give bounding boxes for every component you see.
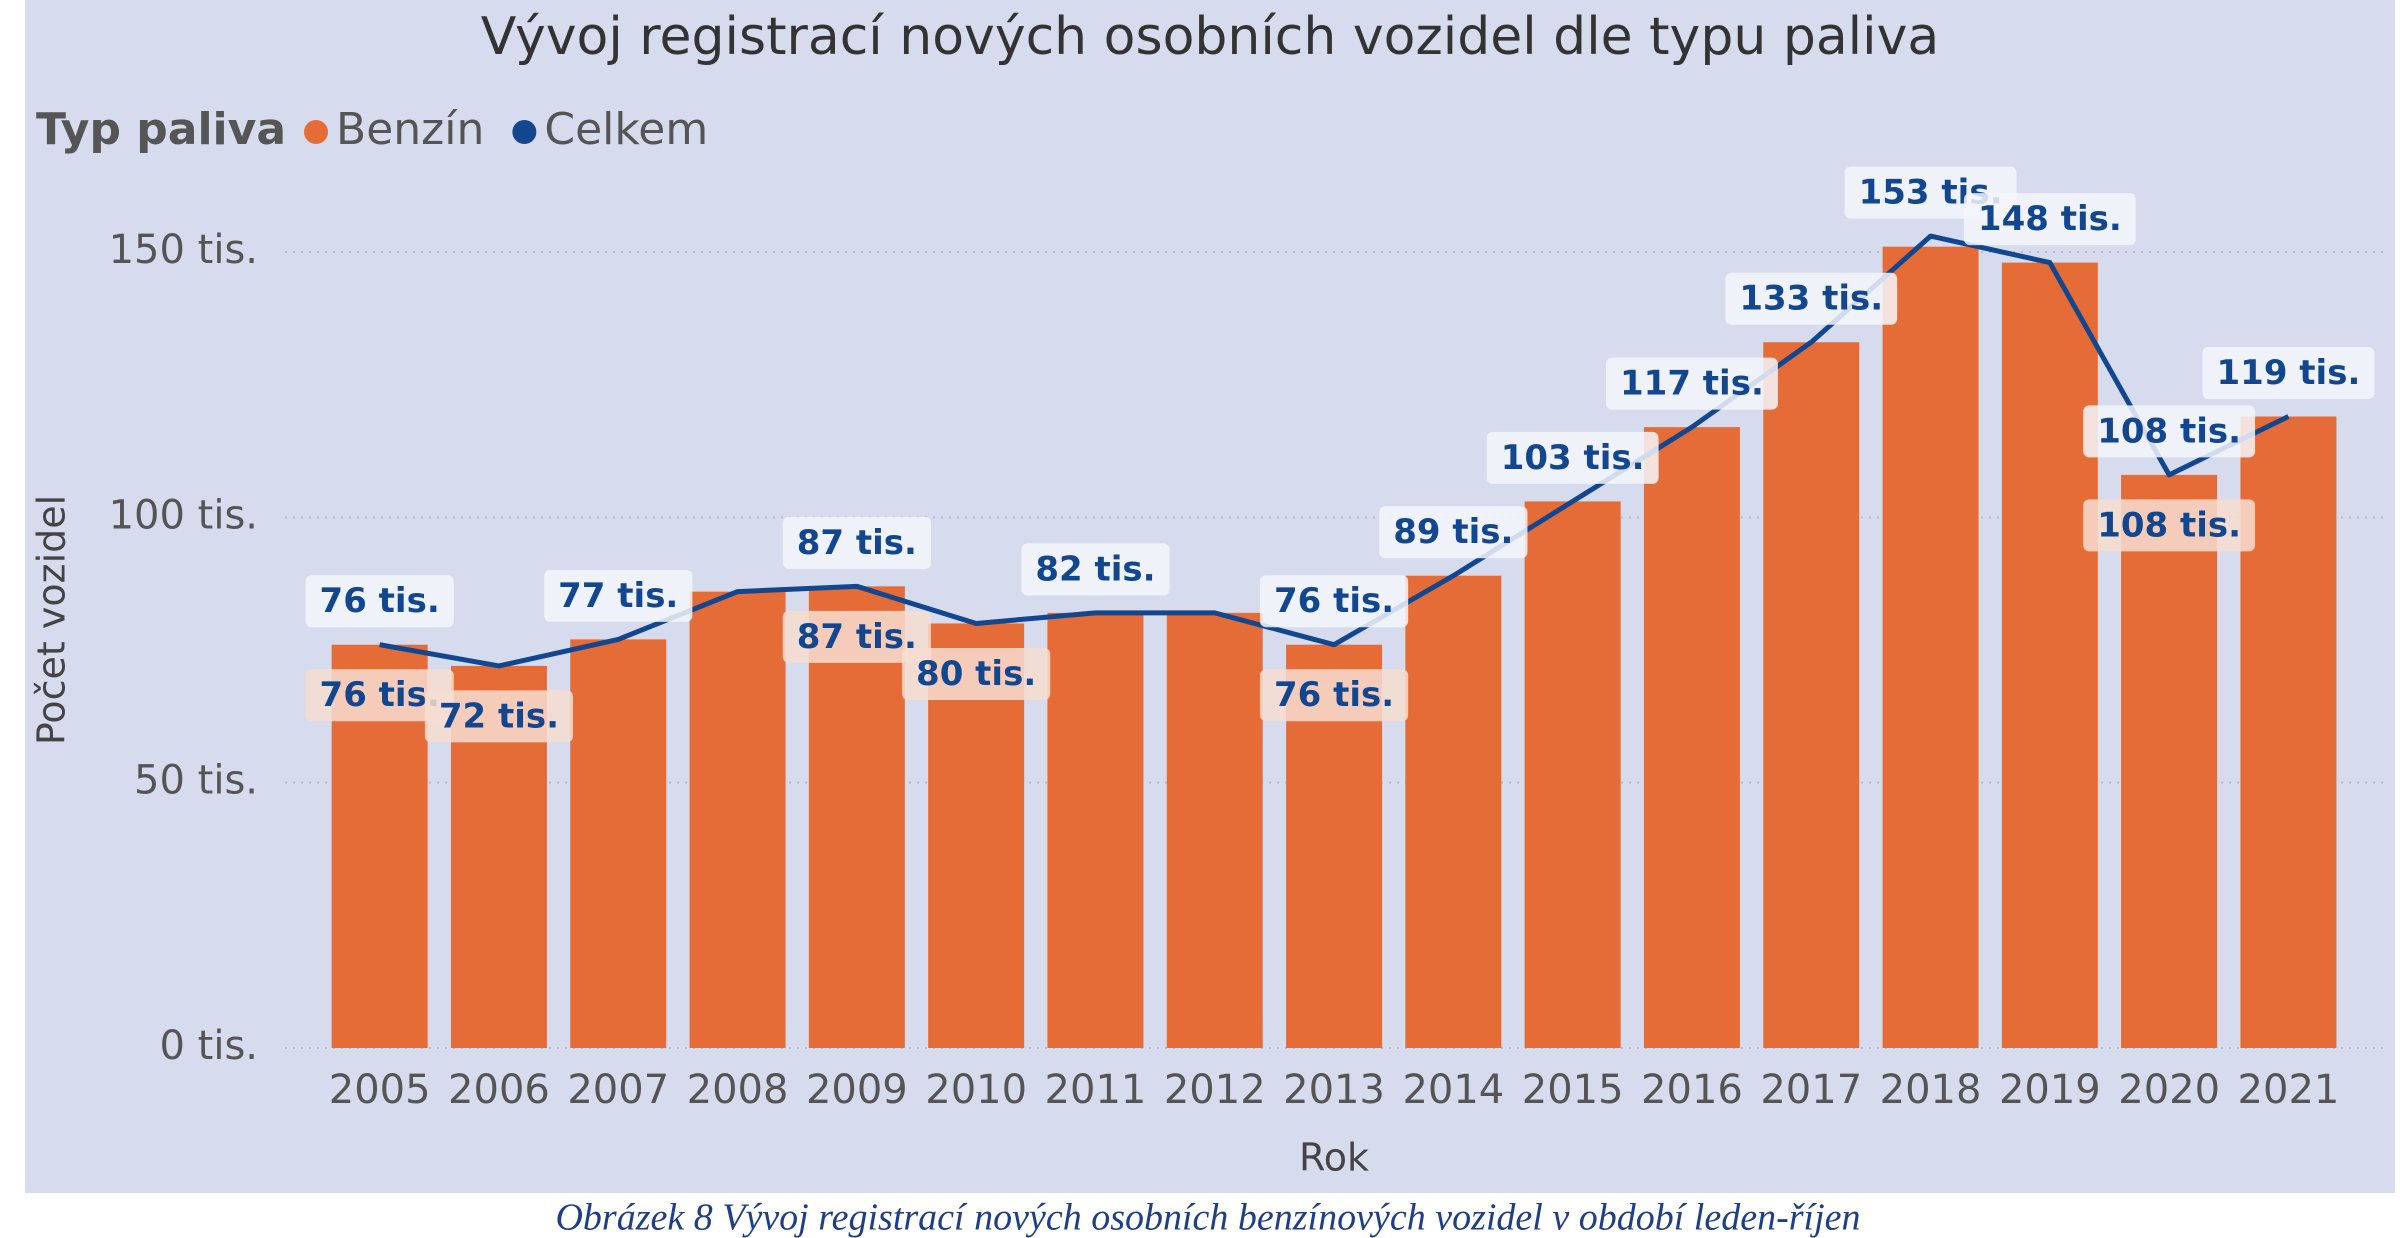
data-label-bg — [1725, 272, 1898, 325]
data-label-group: 133 tis. — [1725, 272, 1898, 325]
data-label-bg — [2083, 405, 2256, 458]
legend-label: Celkem — [544, 104, 708, 155]
data-label: 89 tis. — [1393, 512, 1513, 552]
x-tick-label: 2014 — [1402, 1067, 1504, 1113]
data-label-group: 87 tis. — [782, 516, 931, 569]
bar — [1047, 612, 1144, 1048]
data-label: 76 tis. — [320, 675, 440, 715]
bar — [1524, 501, 1621, 1048]
data-label-bg — [782, 516, 931, 569]
x-tick-label: 2019 — [1999, 1067, 2101, 1113]
y-tick-label: 50 tis. — [134, 758, 258, 804]
data-label-group: 108 tis. — [2083, 405, 2256, 458]
x-tick-label: 2007 — [567, 1067, 669, 1113]
data-label-bg — [424, 690, 574, 743]
data-label: 108 tis. — [2097, 505, 2241, 545]
caption: Obrázek 8 Vývoj registrací nových osobní… — [555, 1197, 1860, 1238]
x-tick-label: 2013 — [1283, 1067, 1385, 1113]
legend-title: Typ paliva — [36, 104, 286, 155]
bar — [1763, 342, 1860, 1048]
y-tick-label: 100 tis. — [109, 492, 258, 538]
data-label-group: 87 tis. — [782, 610, 931, 663]
data-label-group: 80 tis. — [902, 647, 1051, 700]
data-label-group: 76 tis. — [1259, 669, 1409, 722]
data-label: 82 tis. — [1035, 549, 1155, 589]
data-label-bg — [2202, 347, 2375, 400]
data-label-bg — [1486, 431, 1659, 484]
x-tick-label: 2021 — [2238, 1067, 2340, 1113]
bar — [1405, 575, 1502, 1048]
bar — [2121, 474, 2218, 1048]
x-tick-label: 2012 — [1164, 1067, 1266, 1113]
y-tick-label: 150 tis. — [109, 227, 258, 273]
x-tick-label: 2008 — [687, 1067, 789, 1113]
data-label: 108 tis. — [2097, 411, 2241, 451]
bar — [1166, 612, 1263, 1048]
data-label-group: 76 tis. — [305, 669, 454, 722]
data-label-bg — [1021, 543, 1170, 596]
y-axis-title: Počet vozidel — [30, 495, 74, 745]
x-tick-label: 2005 — [329, 1067, 431, 1113]
x-axis-title: Rok — [1299, 1136, 1369, 1180]
legend-marker — [512, 120, 537, 144]
data-label: 72 tis. — [439, 696, 559, 736]
data-label: 117 tis. — [1620, 364, 1764, 404]
x-tick-label: 2020 — [2118, 1067, 2220, 1113]
data-label-bg — [902, 647, 1051, 700]
x-tick-label: 2010 — [925, 1067, 1027, 1113]
x-tick-label: 2011 — [1045, 1067, 1147, 1113]
data-label-bg — [1259, 575, 1409, 628]
x-tick-label: 2016 — [1641, 1067, 1743, 1113]
data-label-bg — [305, 669, 454, 722]
bar — [2001, 262, 2098, 1048]
data-label: 119 tis. — [2217, 353, 2361, 393]
data-label-group: 76 tis. — [305, 575, 454, 628]
data-label: 148 tis. — [1978, 199, 2122, 239]
data-label-group: 119 tis. — [2202, 347, 2375, 400]
data-label-bg — [2083, 499, 2256, 552]
legend-label: Benzín — [336, 104, 484, 155]
data-label-group: 77 tis. — [544, 569, 693, 622]
legend-marker — [304, 120, 329, 144]
data-label: 76 tis. — [1274, 581, 1394, 621]
data-label-bg — [1379, 506, 1528, 559]
data-label-bg — [544, 569, 693, 622]
data-label: 80 tis. — [916, 654, 1036, 694]
data-label-group: 72 tis. — [424, 690, 574, 743]
data-label-group: 148 tis. — [1963, 193, 2136, 246]
chart-title: Vývoj registrací nových osobních vozidel… — [481, 7, 1939, 67]
x-tick-label: 2015 — [1522, 1067, 1624, 1113]
data-label-bg — [1963, 193, 2136, 246]
data-label: 76 tis. — [1274, 675, 1394, 715]
data-label: 87 tis. — [797, 617, 917, 657]
data-label-group: 89 tis. — [1379, 506, 1528, 559]
data-label: 133 tis. — [1739, 279, 1883, 319]
data-label-bg — [782, 610, 931, 663]
bar — [1643, 427, 1740, 1048]
data-label-bg — [305, 575, 454, 628]
data-label-group: 103 tis. — [1486, 431, 1659, 484]
data-label-bg — [1259, 669, 1409, 722]
x-tick-label: 2009 — [806, 1067, 908, 1113]
data-label-group: 153 tis. — [1844, 166, 2017, 219]
data-label: 76 tis. — [320, 581, 440, 621]
data-label-group: 108 tis. — [2083, 499, 2256, 552]
bar — [1882, 246, 1979, 1048]
data-label-group: 117 tis. — [1606, 357, 1778, 410]
bar — [2240, 416, 2337, 1048]
data-label: 103 tis. — [1501, 438, 1645, 478]
bar — [808, 586, 905, 1048]
x-tick-label: 2006 — [448, 1067, 550, 1113]
data-label-group: 82 tis. — [1021, 543, 1170, 596]
x-tick-label: 2017 — [1760, 1067, 1862, 1113]
bar — [689, 591, 786, 1048]
data-label: 87 tis. — [797, 523, 917, 563]
bar — [570, 639, 667, 1048]
data-label-group: 76 tis. — [1259, 575, 1409, 628]
data-label-bg — [1606, 357, 1778, 410]
data-label: 77 tis. — [558, 576, 678, 616]
x-tick-label: 2018 — [1880, 1067, 1982, 1113]
y-tick-label: 0 tis. — [159, 1023, 258, 1069]
